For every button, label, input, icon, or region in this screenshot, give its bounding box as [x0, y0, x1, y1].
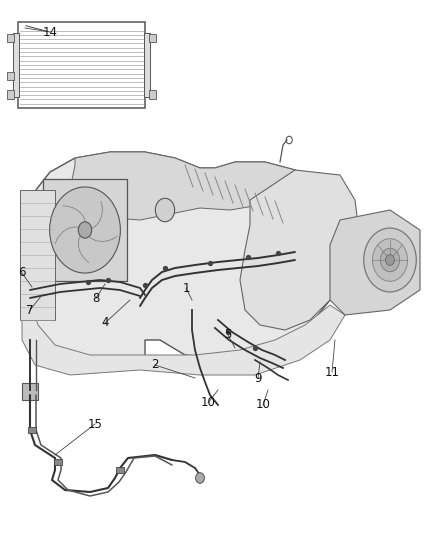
Circle shape: [372, 239, 407, 281]
Bar: [149, 34, 156, 42]
Text: 14: 14: [42, 26, 57, 38]
Text: 11: 11: [325, 366, 339, 378]
Bar: [7, 72, 14, 80]
Bar: [20, 190, 55, 320]
Text: 5: 5: [224, 328, 232, 342]
Circle shape: [196, 473, 205, 483]
Text: 7: 7: [26, 303, 34, 317]
Polygon shape: [22, 295, 345, 375]
Polygon shape: [240, 170, 360, 330]
Bar: [149, 91, 156, 99]
Circle shape: [49, 187, 120, 273]
Text: 2: 2: [151, 359, 159, 372]
Bar: [43, 180, 127, 281]
Text: 10: 10: [201, 397, 215, 409]
Bar: [54, 459, 61, 465]
Text: 1: 1: [182, 281, 190, 295]
Text: 15: 15: [88, 417, 102, 431]
Circle shape: [364, 228, 416, 292]
Polygon shape: [330, 210, 420, 315]
Text: 6: 6: [18, 266, 26, 279]
Text: 9: 9: [254, 372, 262, 384]
Bar: [117, 467, 124, 473]
Bar: [28, 427, 35, 433]
Polygon shape: [22, 152, 350, 370]
Bar: [7, 34, 14, 42]
Bar: [7, 91, 14, 99]
Text: 8: 8: [92, 292, 100, 304]
Circle shape: [155, 198, 175, 222]
Circle shape: [78, 222, 92, 238]
Circle shape: [380, 248, 399, 272]
Bar: [18, 22, 145, 108]
Bar: [22, 383, 38, 400]
Text: 4: 4: [101, 317, 109, 329]
Text: 10: 10: [255, 399, 270, 411]
Circle shape: [385, 255, 394, 265]
Bar: [13, 33, 19, 98]
Bar: [144, 33, 150, 98]
Polygon shape: [28, 152, 310, 248]
